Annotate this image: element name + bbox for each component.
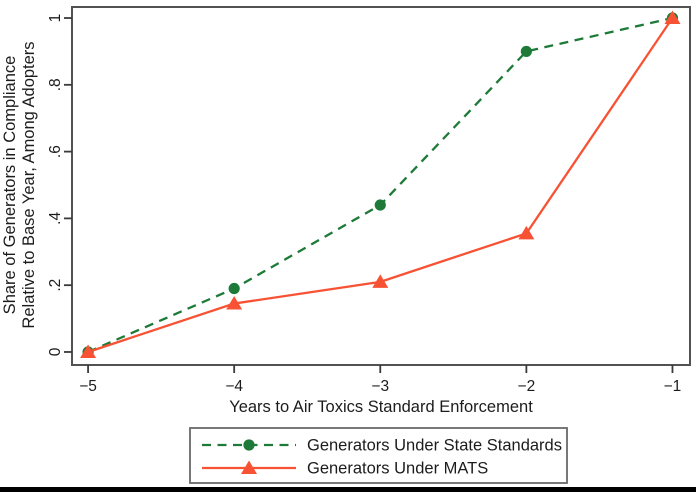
x-axis-title: Years to Air Toxics Standard Enforcement (229, 398, 533, 416)
y-tick-label: .2 (47, 279, 64, 292)
y-axis-title-line-1: Share of Generators in Compliance (1, 56, 19, 315)
x-tick-label: −3 (371, 378, 389, 395)
data-point-triangle (664, 10, 681, 25)
data-point-triangle (226, 296, 243, 310)
y-axis: 0 .2 .4 .6 .8 1 (47, 14, 72, 356)
data-point-circle (374, 199, 386, 211)
y-tick-label: .8 (47, 78, 64, 91)
legend-label-state-standards: Generators Under State Standards (307, 437, 562, 455)
series-line (87, 16, 673, 354)
y-tick-label: .4 (47, 212, 64, 225)
x-axis: −5 −4 −3 −2 −1 (79, 365, 681, 395)
bottom-rule (0, 487, 696, 492)
data-point-circle (243, 439, 255, 451)
legend-label-mats: Generators Under MATS (307, 460, 488, 478)
series-layer (80, 10, 681, 358)
data-point-triangle (372, 274, 389, 288)
x-tick-label: −4 (225, 378, 243, 395)
data-point-triangle (80, 344, 97, 358)
y-tick-label: 1 (47, 14, 64, 23)
data-point-triangle (241, 460, 257, 474)
legend-samples (202, 439, 296, 474)
series-generators-under-state-standards (82, 12, 679, 358)
legend: Generators Under State Standards Generat… (189, 427, 568, 484)
y-axis-title-line-2: Relative to Base Year, Among Adopters (20, 41, 38, 328)
y-tick-label: .6 (47, 145, 64, 158)
y-tick-label: 0 (47, 347, 64, 356)
x-tick-label: −1 (664, 378, 682, 395)
series-generators-under-mats (80, 10, 681, 358)
plot-border (71, 6, 691, 366)
series-line (87, 17, 674, 354)
data-point-circle (228, 282, 240, 295)
x-tick-label: −5 (79, 378, 97, 395)
data-point-triangle (518, 225, 535, 240)
data-point-circle (520, 45, 532, 58)
x-tick-label: −2 (518, 378, 536, 395)
